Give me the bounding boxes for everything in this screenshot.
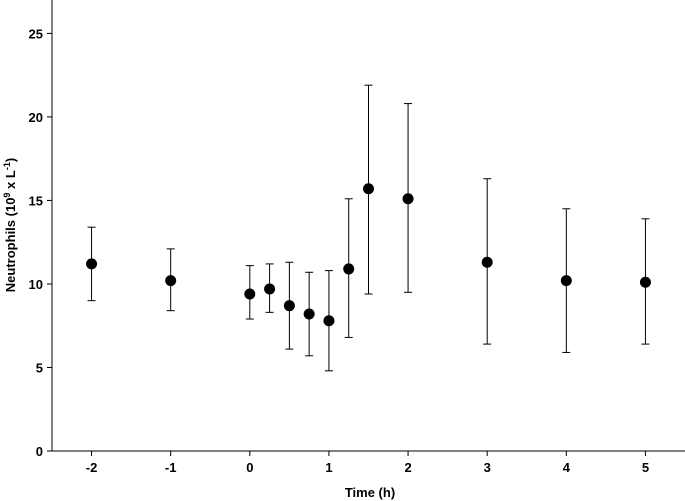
x-tick-label: -2 xyxy=(86,460,98,475)
y-tick-label: 0 xyxy=(36,444,43,459)
data-point xyxy=(343,263,355,275)
data-point xyxy=(283,300,295,312)
x-tick-label: -1 xyxy=(165,460,177,475)
x-tick-label: 2 xyxy=(404,460,411,475)
x-tick-label: 1 xyxy=(325,460,332,475)
data-point xyxy=(481,256,493,268)
x-axis-title: Time (h) xyxy=(345,485,395,500)
axes xyxy=(51,0,685,452)
y-axis-title-sup-2: -1 xyxy=(2,162,12,170)
y-tick-label: 5 xyxy=(36,360,43,375)
data-point xyxy=(303,308,315,320)
x-tick-label: 5 xyxy=(642,460,649,475)
data-point xyxy=(86,258,98,270)
data-point xyxy=(363,183,374,195)
y-axis-title: Neutrophils (109 x L-1) xyxy=(2,158,18,292)
y-tick-label: 10 xyxy=(29,277,43,292)
data-point xyxy=(264,283,276,295)
y-axis-title-sup-1: 9 xyxy=(2,193,12,198)
data-point xyxy=(639,276,651,288)
data-point xyxy=(165,275,177,287)
data-point xyxy=(244,288,256,300)
data-point xyxy=(402,193,414,205)
data-points xyxy=(86,183,651,327)
y-axis-ticks: 0 5 10 15 20 25 xyxy=(29,26,52,459)
x-axis-ticks: -2 -1 0 1 2 3 4 5 xyxy=(86,451,649,475)
data-point xyxy=(560,275,572,287)
x-tick-label: 4 xyxy=(563,460,571,475)
x-tick-label: 0 xyxy=(246,460,253,475)
error-bars xyxy=(87,84,650,372)
data-point xyxy=(323,315,335,327)
y-tick-label: 20 xyxy=(29,110,43,125)
x-tick-label: 3 xyxy=(484,460,491,475)
y-tick-label: 25 xyxy=(29,26,43,41)
y-tick-label: 15 xyxy=(29,193,43,208)
